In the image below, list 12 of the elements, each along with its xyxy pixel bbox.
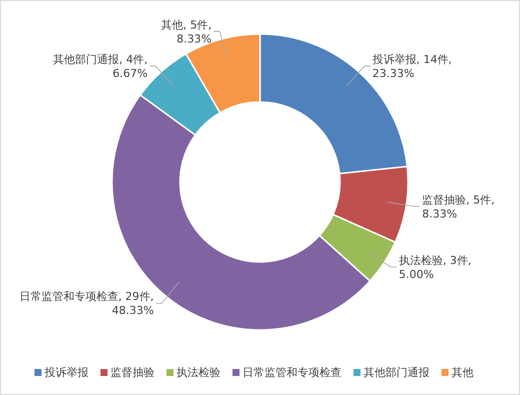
data-label: 日常监管和专项检查, 29件, 48.33% xyxy=(19,290,154,318)
legend-label: 日常监管和专项检查 xyxy=(242,366,342,379)
legend-label: 监督抽验 xyxy=(110,366,154,379)
data-label: 投诉举报, 14件, 23.33% xyxy=(371,53,452,80)
data-label: 执法检验, 3件, 5.00% xyxy=(398,254,472,281)
legend-label: 执法检验 xyxy=(176,366,220,379)
legend-label: 其他部门通报 xyxy=(364,366,430,379)
data-label: 其他, 5件, 8.33% xyxy=(161,18,212,46)
data-label: 监督抽验, 5件, 8.33% xyxy=(422,193,495,220)
legend-label: 投诉举报 xyxy=(44,366,88,379)
data-label: 其他部门通报, 4件, 6.67% xyxy=(53,53,148,80)
legend-label: 其他 xyxy=(452,366,474,379)
